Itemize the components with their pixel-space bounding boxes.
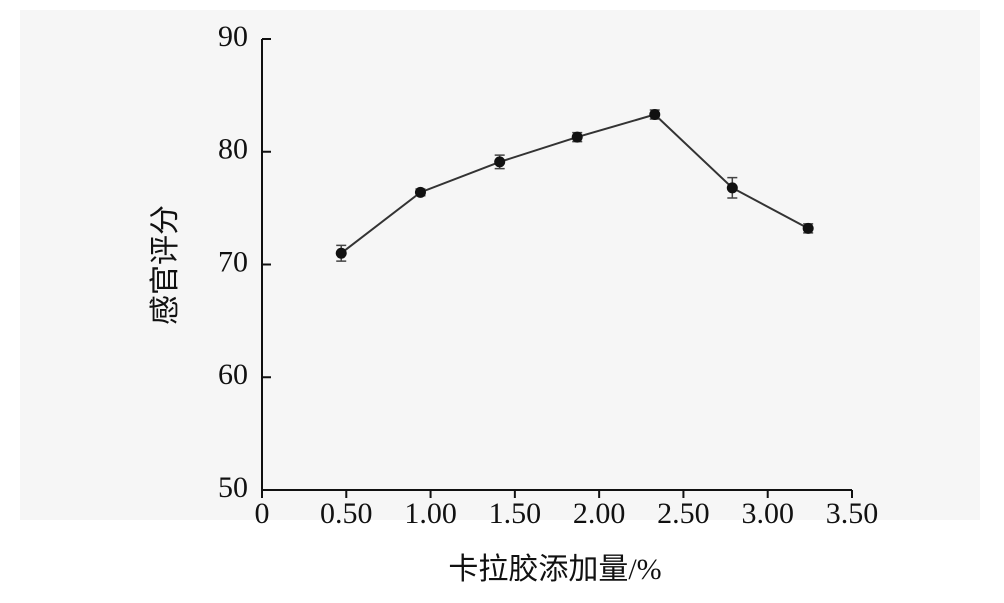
y-tick-label: 60 [218,358,248,391]
y-tick-label: 90 [218,20,248,53]
x-tick-label: 3.50 [826,497,879,530]
x-tick-label: 0.50 [320,497,373,530]
point [335,247,347,259]
point [649,109,661,121]
point [494,156,506,168]
x-axis-label: 卡拉胶添加量/% [448,553,661,586]
y-tick-label: 70 [218,245,248,278]
x-tick-label: 3.00 [741,497,794,530]
point [726,182,738,194]
y-axis-label: 感官评分 [149,205,182,325]
plot-background [20,10,980,520]
point [802,222,814,234]
point [414,186,426,198]
y-tick-label: 50 [218,471,248,504]
x-tick-label: 2.00 [573,497,626,530]
x-tick-label: 0 [255,497,270,530]
x-tick-label: 1.50 [489,497,542,530]
x-tick-label: 1.00 [404,497,457,530]
point [571,131,583,143]
y-tick-label: 80 [218,133,248,166]
x-tick-label: 2.50 [657,497,710,530]
